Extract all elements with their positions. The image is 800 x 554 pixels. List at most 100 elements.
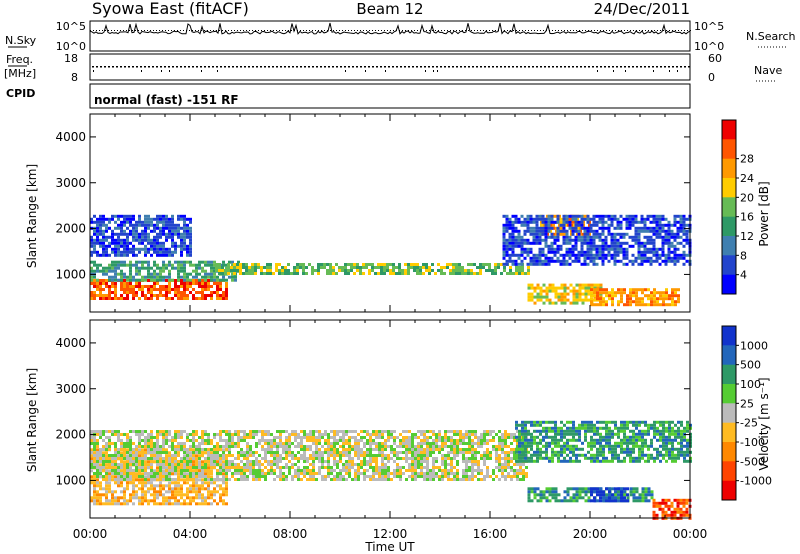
heatmap-cell <box>168 250 171 254</box>
heatmap-cell <box>420 463 423 466</box>
heatmap-cell <box>586 229 590 233</box>
heatmap-cell <box>93 275 96 279</box>
heatmap-cell <box>665 291 668 295</box>
heatmap-cell <box>275 266 278 269</box>
heatmap-cell <box>407 269 410 272</box>
heatmap-cell <box>132 460 135 463</box>
heatmap-cell <box>147 220 150 224</box>
heatmap-cell <box>453 475 456 478</box>
heatmap-cell <box>611 291 614 295</box>
heatmap-cell <box>661 214 665 218</box>
freq-dot <box>292 66 294 68</box>
heatmap-cell <box>514 241 518 245</box>
nsearch-dot <box>318 30 319 31</box>
heatmap-cell <box>574 217 578 221</box>
heatmap-cell <box>159 430 162 433</box>
heatmap-cell <box>216 294 219 297</box>
heatmap-cell <box>390 451 393 454</box>
nsearch-dot <box>522 30 523 31</box>
heatmap-cell <box>132 217 135 221</box>
heatmap-cell <box>123 223 126 227</box>
heatmap-cell <box>560 283 564 287</box>
heatmap-cell <box>141 430 144 433</box>
heatmap-cell <box>378 445 381 448</box>
heatmap-cell <box>634 217 638 221</box>
heatmap-cell <box>102 502 105 506</box>
heatmap-cell <box>189 282 192 285</box>
heatmap-cell <box>572 298 576 302</box>
heatmap-cell <box>649 256 653 260</box>
heatmap-cell <box>372 466 375 469</box>
heatmap-cell <box>414 454 417 457</box>
heatmap-cell <box>396 469 399 472</box>
heatmap-cell <box>563 283 567 287</box>
freq-dot <box>544 66 546 68</box>
heatmap-cell <box>348 463 351 466</box>
heatmap-cell <box>114 460 117 463</box>
heatmap-cell <box>315 454 318 457</box>
freq-dot <box>648 66 650 68</box>
heatmap-cell <box>192 472 195 475</box>
heatmap-cell <box>249 463 252 466</box>
heatmap-cell <box>153 490 156 494</box>
heatmap-cell <box>592 247 596 251</box>
heatmap-cell <box>405 478 408 481</box>
heatmap-cell <box>625 226 629 230</box>
heatmap-cell <box>465 457 468 460</box>
nsearch-dot <box>210 30 211 31</box>
heatmap-cell <box>207 260 210 264</box>
heatmap-cell <box>363 472 366 475</box>
heatmap-cell <box>111 478 114 482</box>
heatmap-cell <box>414 463 417 466</box>
heatmap-cell <box>321 451 324 454</box>
heatmap-cell <box>529 226 533 230</box>
heatmap-cell <box>225 469 228 472</box>
heatmap-cell <box>589 229 593 233</box>
nsearch-dot <box>315 30 316 31</box>
heatmap-cell <box>153 223 156 227</box>
heatmap-cell <box>348 451 351 454</box>
heatmap-cell <box>342 442 345 445</box>
heatmap-cell <box>303 454 306 457</box>
heatmap-cell <box>387 430 390 433</box>
nsearch-dot <box>549 30 550 31</box>
heatmap-cell <box>372 457 375 460</box>
heatmap-cell <box>93 448 96 451</box>
cpid-mode: normal (fast) -151 RF <box>94 93 239 107</box>
freq-dot <box>136 66 138 68</box>
heatmap-cell <box>201 472 204 475</box>
heatmap-cell <box>605 294 608 298</box>
heatmap-cell <box>219 496 222 500</box>
heatmap-cell <box>432 466 435 469</box>
heatmap-cell <box>141 235 144 239</box>
heatmap-cell <box>285 454 288 457</box>
heatmap-cell <box>673 238 677 242</box>
heatmap-cell <box>204 430 207 433</box>
heatmap-cell <box>288 451 291 454</box>
heatmap-cell <box>162 451 165 454</box>
freq-dot <box>584 66 586 68</box>
heatmap-cell <box>629 300 632 304</box>
heatmap-cell <box>329 263 332 266</box>
freq-dot <box>116 66 118 68</box>
heatmap-cell <box>677 288 680 292</box>
heatmap-cell <box>171 457 174 460</box>
heatmap-cell <box>99 244 102 248</box>
freq-dot <box>556 66 558 68</box>
heatmap-cell <box>189 448 192 451</box>
heatmap-cell <box>634 229 638 233</box>
heatmap-cell <box>120 439 123 442</box>
freq-dot <box>680 66 682 68</box>
heatmap-cell <box>605 291 608 295</box>
heatmap-cell <box>117 223 120 227</box>
heatmap-cell <box>529 229 533 233</box>
heatmap-cell <box>198 272 201 276</box>
heatmap-cell <box>225 502 228 506</box>
heatmap-cell <box>189 460 192 463</box>
heatmap-cell <box>393 448 396 451</box>
heatmap-cell <box>449 263 452 266</box>
heatmap-cell <box>339 454 342 457</box>
heatmap-cell <box>459 439 462 442</box>
heatmap-cell <box>462 433 465 436</box>
heatmap-cell <box>147 263 150 267</box>
